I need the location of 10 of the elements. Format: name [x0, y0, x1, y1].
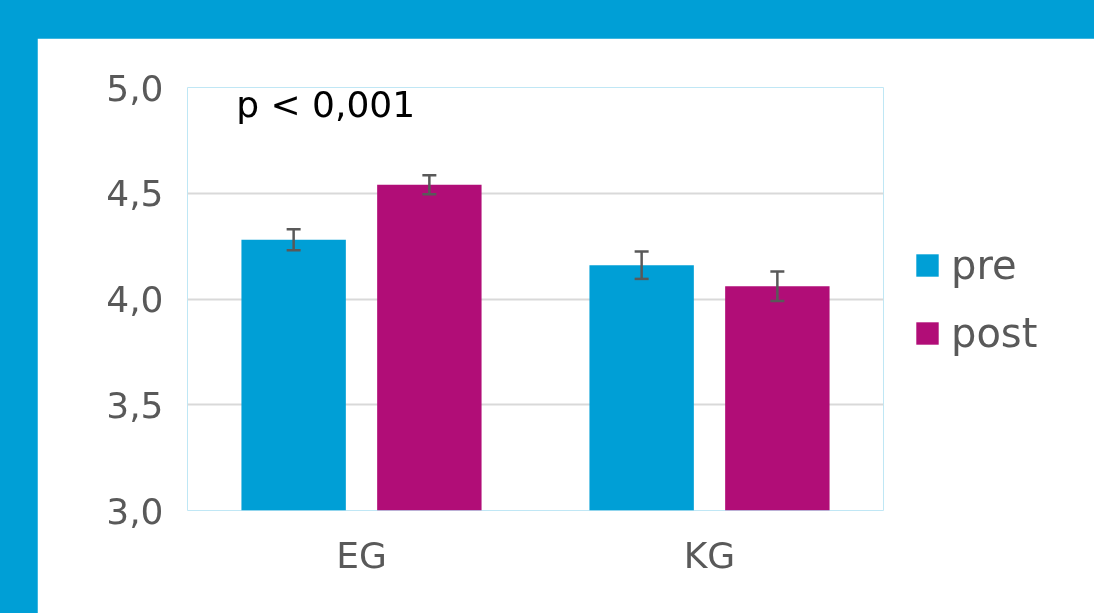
legend-label: post	[951, 309, 1038, 356]
y-tick-label: 4,5	[106, 173, 164, 215]
x-tick-label: EG	[336, 534, 387, 576]
x-tick-label: KG	[683, 534, 736, 576]
y-tick-label: 5,0	[106, 67, 164, 109]
y-tick-label: 3,5	[106, 384, 164, 426]
legend-label: pre	[951, 241, 1017, 288]
annotation: p < 0,001	[236, 83, 416, 125]
y-tick-label: 4,0	[106, 279, 164, 320]
y-tick-label: 3,0	[106, 490, 164, 532]
